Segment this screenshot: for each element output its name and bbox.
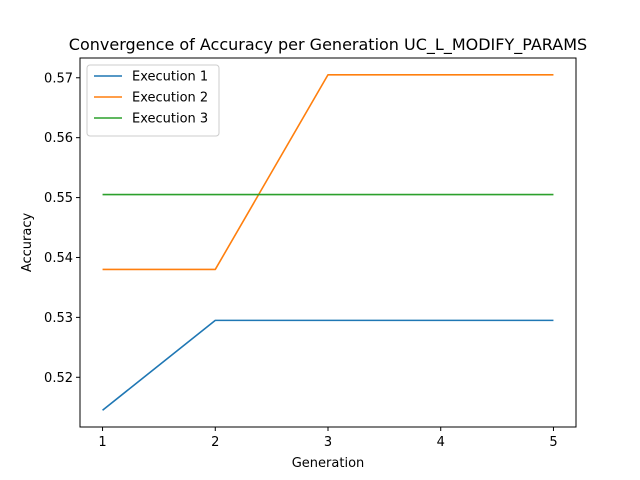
y-tick-label: 0.53	[44, 311, 73, 326]
y-axis-ticks: 0.52 0.53 0.54 0.55 0.56 0.57	[44, 71, 80, 386]
legend-label: Execution 3	[132, 112, 208, 127]
x-tick-label: 3	[324, 435, 332, 450]
y-tick-label: 0.52	[44, 371, 73, 386]
legend-label: Execution 1	[132, 70, 208, 85]
series-line-execution-2	[102, 73, 554, 271]
legend: Execution 1 Execution 2 Execution 3	[86, 64, 220, 137]
y-axis-label: Accuracy	[20, 213, 35, 273]
plot-lines	[102, 73, 554, 411]
y-tick-label: 0.57	[44, 71, 73, 86]
series-line-execution-1	[102, 319, 554, 411]
x-axis-ticks: 1 2 3 4 5	[98, 427, 558, 450]
y-tick-label: 0.56	[44, 131, 73, 146]
chart-title: Convergence of Accuracy per Generation U…	[69, 35, 587, 55]
legend-label: Execution 2	[132, 91, 208, 106]
x-tick-label: 1	[98, 435, 106, 450]
x-tick-label: 2	[211, 435, 219, 450]
y-tick-label: 0.54	[44, 251, 73, 266]
y-tick-label: 0.55	[44, 191, 73, 206]
x-axis-label: Generation	[292, 456, 365, 471]
x-tick-label: 4	[437, 435, 445, 450]
x-tick-label: 5	[549, 435, 557, 450]
